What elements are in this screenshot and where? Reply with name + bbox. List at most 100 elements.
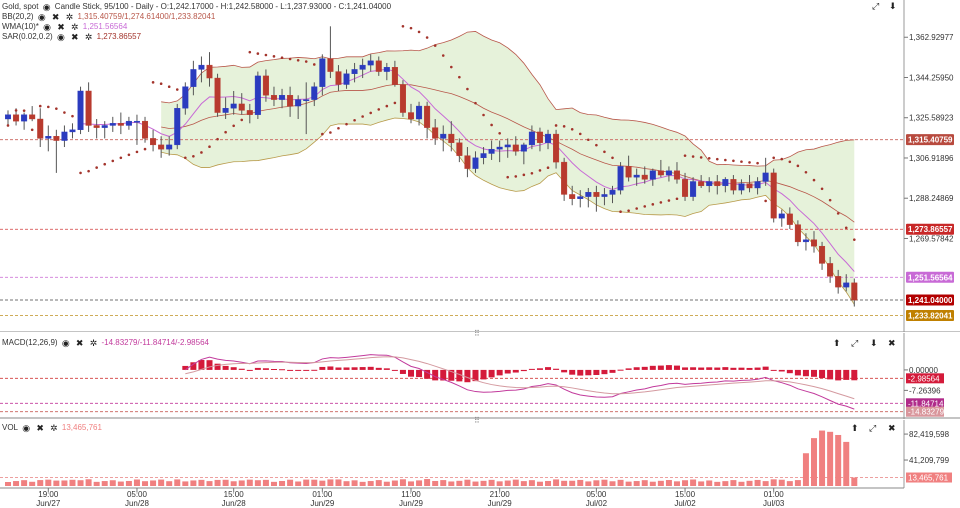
- macd-hist-bar: [545, 367, 552, 370]
- eye-icon[interactable]: ◉: [56, 32, 65, 42]
- candle-body: [585, 192, 592, 197]
- drag-handle-icon[interactable]: ⠿: [474, 329, 480, 338]
- price-chart[interactable]: 1,362.92977 1,344.25950 1,325.58923 1,306.9…: [0, 0, 960, 332]
- time-tick-label: 15:00: [224, 490, 245, 499]
- volume-bar: [633, 481, 640, 486]
- sar-dot: [224, 130, 227, 134]
- volume-bar: [21, 480, 28, 486]
- candle: [359, 58, 366, 79]
- candle-body: [37, 118, 44, 139]
- volume-bar: [150, 480, 157, 486]
- candle-body: [722, 179, 729, 187]
- gear-icon[interactable]: ✲: [50, 423, 58, 433]
- sar-dot: [329, 131, 332, 134]
- arrow-up-icon[interactable]: ⬆: [833, 338, 841, 348]
- sar-dot: [812, 178, 816, 182]
- sar-dot: [288, 57, 292, 61]
- macd-hist-bar: [609, 369, 616, 373]
- macd-hist-bar: [770, 369, 777, 371]
- volume-bar: [53, 480, 60, 486]
- gear-icon[interactable]: ✲: [89, 338, 98, 348]
- price-label-text: 1,315.40759: [908, 136, 953, 145]
- macd-hist-bar: [254, 367, 261, 370]
- close-icon[interactable]: ✖: [51, 12, 60, 22]
- sar-dot: [6, 124, 10, 127]
- maximize-icon[interactable]: ⤢: [869, 423, 877, 433]
- close-icon[interactable]: ✖: [71, 32, 79, 42]
- sar-dot: [353, 118, 356, 122]
- sar-dot: [603, 150, 606, 154]
- close-icon[interactable]: ✖: [57, 22, 65, 32]
- macd-hist-bar: [295, 369, 302, 371]
- sar-dot: [643, 205, 647, 208]
- macd-label: -14.83279: [906, 406, 945, 417]
- macd-hist-bar: [416, 369, 423, 378]
- volume-bar: [786, 481, 793, 486]
- maximize-icon[interactable]: ⤢: [872, 1, 880, 11]
- macd-hist-bar: [182, 365, 189, 370]
- candle: [53, 129, 60, 173]
- volume-bar: [182, 481, 189, 486]
- gear-icon[interactable]: ✲: [71, 22, 79, 32]
- candle: [706, 177, 713, 193]
- macd-hist-bar: [528, 368, 535, 370]
- sar-dot: [337, 126, 340, 130]
- candle: [770, 168, 777, 223]
- macd-hist-bar: [665, 365, 672, 370]
- eye-icon[interactable]: ◉: [42, 2, 51, 12]
- macd-tick-label: -7.26396: [909, 386, 941, 395]
- candle: [569, 185, 576, 206]
- candle-body: [182, 86, 189, 109]
- eye-icon[interactable]: ◉: [37, 12, 46, 22]
- volume-bar: [254, 480, 261, 486]
- eye-icon[interactable]: ◉: [43, 22, 51, 32]
- eye-icon[interactable]: ◉: [22, 423, 31, 433]
- time-tick-date: Jun/29: [310, 499, 335, 508]
- macd-hist-bar: [359, 367, 366, 370]
- maximize-icon[interactable]: ⤢: [851, 338, 859, 348]
- macd-label-text: -14.83279: [908, 408, 945, 417]
- macd-hist-bar: [327, 366, 334, 370]
- sar-dot: [715, 157, 719, 161]
- eye-icon[interactable]: ◉: [61, 338, 70, 348]
- sar-dot: [844, 226, 848, 230]
- sar-dot: [312, 63, 316, 66]
- bb-name: BB(20,2): [2, 12, 34, 21]
- candle: [786, 207, 793, 229]
- macd-chart[interactable]: 0.00000-7.26396 -2.98564-11.84714-14.832…: [0, 333, 960, 419]
- drag-handle-icon[interactable]: ⠿: [474, 416, 480, 425]
- macd-label-bg: [906, 406, 944, 417]
- volume-bar: [561, 480, 568, 486]
- close-icon[interactable]: ✖: [888, 338, 896, 348]
- arrow-up-icon[interactable]: ⬆: [851, 423, 859, 433]
- time-axis: 19:00Jun/2705:00Jun/2815:00Jun/2801:00Ju…: [36, 488, 785, 508]
- volume-bar: [851, 477, 858, 486]
- macd-hist-bar: [198, 359, 205, 370]
- arrow-down-icon[interactable]: ⬇: [870, 338, 878, 348]
- gear-icon[interactable]: ✲: [84, 32, 93, 42]
- sar-dot: [756, 161, 759, 165]
- gear-icon[interactable]: ✲: [65, 12, 74, 22]
- close-icon[interactable]: ✖: [888, 423, 896, 433]
- arrow-down-icon[interactable]: ⬇: [889, 1, 897, 11]
- volume-bar: [359, 481, 366, 486]
- volume-axis: 82,419,598 41,209,799: [904, 430, 950, 465]
- candle: [150, 129, 157, 152]
- volume-bar: [811, 438, 817, 486]
- macd-hist-bar: [811, 369, 817, 377]
- price-label: 1,233.82041: [906, 310, 954, 322]
- macd-hist-bar: [432, 369, 439, 381]
- candle-body: [762, 172, 769, 182]
- macd-label-bg: [906, 373, 944, 384]
- candle: [496, 140, 503, 163]
- close-icon[interactable]: ✖: [36, 423, 44, 433]
- sar-dot: [450, 65, 453, 69]
- volume-bar: [488, 479, 495, 486]
- volume-bar: [287, 479, 294, 486]
- macd-hist-bar: [536, 368, 543, 370]
- candle-body: [279, 95, 286, 100]
- macd-hist-bar: [480, 369, 487, 380]
- volume-bar: [375, 480, 382, 486]
- close-icon[interactable]: ✖: [75, 338, 84, 348]
